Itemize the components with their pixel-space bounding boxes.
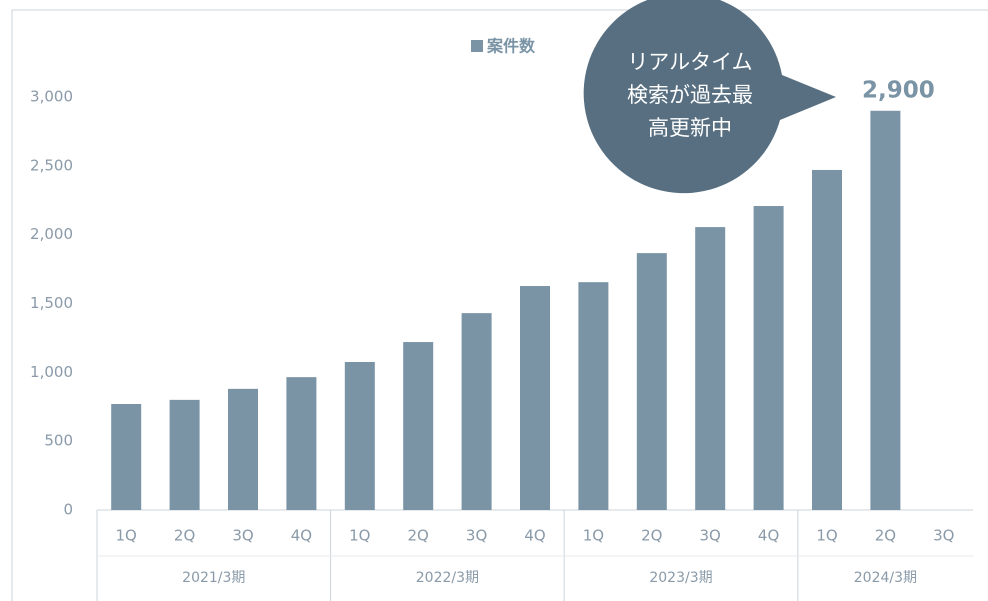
x-tick-label: 4Q xyxy=(291,527,312,545)
x-tick-label: 3Q xyxy=(466,527,487,545)
x-tick-label: 2Q xyxy=(875,527,896,545)
callout-text: リアルタイム xyxy=(627,50,752,74)
y-tick-label: 2,500 xyxy=(30,156,73,174)
legend-label: 案件数 xyxy=(486,37,536,56)
group-label: 2022/3期 xyxy=(416,570,479,586)
y-tick-label: 1,000 xyxy=(30,363,73,381)
group-label: 2024/3期 xyxy=(854,570,917,586)
bar xyxy=(812,169,842,511)
x-tick-label: 3Q xyxy=(933,527,954,545)
x-tick-label: 3Q xyxy=(700,527,721,545)
callout-text: 高更新中 xyxy=(648,116,732,140)
x-tick-label: 1Q xyxy=(349,527,370,545)
bar xyxy=(461,313,492,510)
x-tick-label: 3Q xyxy=(232,527,253,545)
group-label: 2021/3期 xyxy=(182,570,245,586)
data-label: 2,900 xyxy=(862,77,935,103)
group-label: 2023/3期 xyxy=(649,570,712,586)
bar xyxy=(636,253,667,510)
x-tick-label: 1Q xyxy=(116,527,137,545)
bar xyxy=(520,286,550,510)
callout-bubble xyxy=(583,0,836,194)
bar xyxy=(111,403,142,510)
bar xyxy=(403,342,434,510)
bar xyxy=(344,362,375,510)
bar xyxy=(228,388,258,510)
x-tick-label: 1Q xyxy=(583,527,604,545)
bar xyxy=(695,227,726,510)
y-tick-label: 2,000 xyxy=(30,225,73,243)
y-tick-label: 0 xyxy=(63,501,73,519)
bar xyxy=(578,282,609,510)
callout-text: 検索が過去最 xyxy=(627,83,753,107)
x-tick-label: 2Q xyxy=(408,527,429,545)
bar xyxy=(169,399,200,510)
y-tick-label: 1,500 xyxy=(30,294,73,312)
x-tick-label: 1Q xyxy=(816,527,837,545)
legend-swatch xyxy=(471,40,483,52)
bar xyxy=(753,206,784,511)
bar xyxy=(870,110,901,511)
chart-frame xyxy=(11,9,988,601)
y-tick-label: 3,000 xyxy=(30,88,73,106)
x-tick-label: 4Q xyxy=(758,527,779,545)
x-tick-label: 2Q xyxy=(174,527,195,545)
bar xyxy=(286,377,317,510)
x-tick-label: 2Q xyxy=(641,527,662,545)
y-tick-label: 500 xyxy=(44,432,73,450)
x-tick-label: 4Q xyxy=(524,527,545,545)
